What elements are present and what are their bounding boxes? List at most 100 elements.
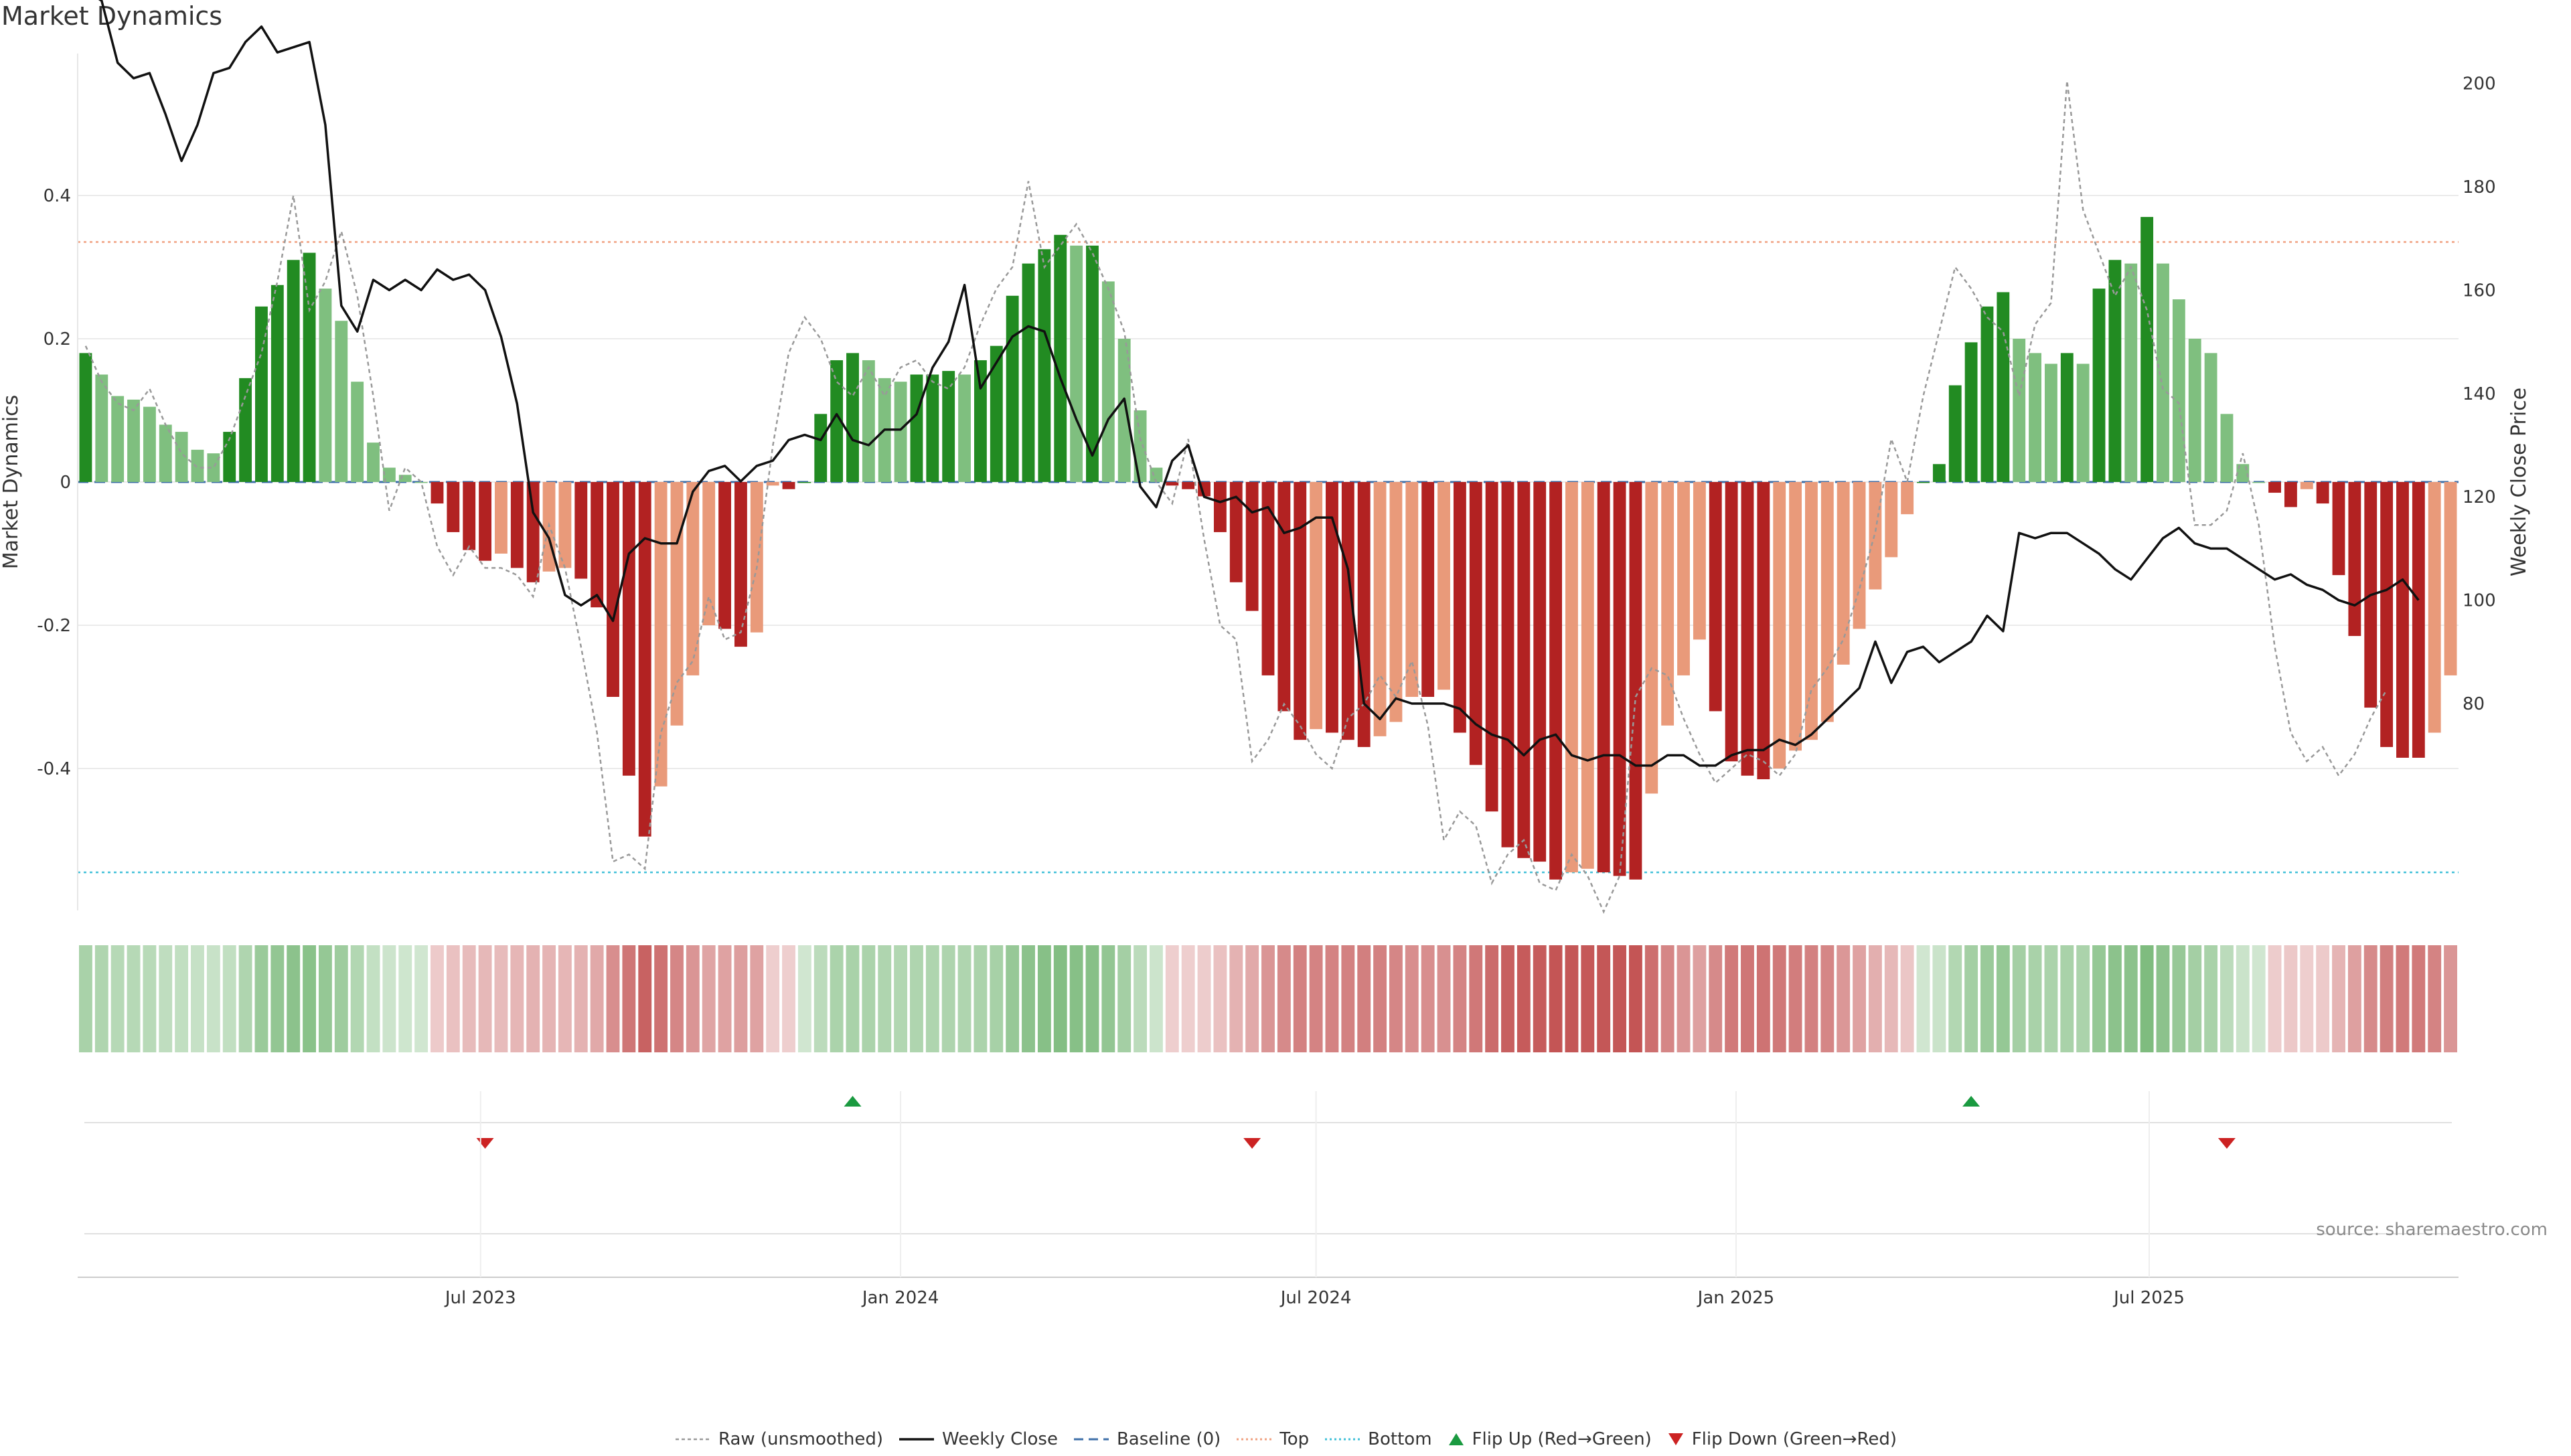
- regime-cell: [1373, 945, 1387, 1052]
- regime-cell: [1134, 945, 1148, 1052]
- bar: [894, 382, 907, 482]
- bar: [319, 289, 332, 482]
- bar: [1629, 482, 1642, 880]
- bar: [398, 475, 412, 482]
- bar: [942, 371, 955, 482]
- regime-cell: [159, 945, 173, 1052]
- regime-cell: [2060, 945, 2074, 1052]
- regime-cell: [1245, 945, 1259, 1052]
- regime-cell: [2124, 945, 2138, 1052]
- bar: [127, 399, 140, 482]
- bar: [2380, 482, 2394, 747]
- bar: [1245, 482, 1259, 611]
- bar: [1709, 482, 1722, 712]
- bar: [1661, 482, 1674, 726]
- bar: [1932, 464, 1946, 482]
- legend: Raw (unsmoothed) Weekly Close Baseline (…: [0, 1423, 2571, 1456]
- regime-cell: [1197, 945, 1211, 1052]
- regime-cell: [590, 945, 604, 1052]
- regime-cell: [1357, 945, 1371, 1052]
- bar: [1725, 482, 1738, 762]
- bar: [1022, 263, 1035, 482]
- regime-cell: [718, 945, 732, 1052]
- regime-cell: [1964, 945, 1978, 1052]
- regime-cell: [1453, 945, 1467, 1052]
- regime-cell: [1660, 945, 1674, 1052]
- bar: [1517, 482, 1531, 858]
- bar: [2412, 482, 2425, 758]
- bar: [766, 482, 779, 486]
- regime-cell: [206, 945, 220, 1052]
- regime-cell: [702, 945, 716, 1052]
- x-tick-label: Jul 2024: [1279, 1288, 1352, 1308]
- regime-cell: [2347, 945, 2361, 1052]
- regime-cell: [2140, 945, 2154, 1052]
- regime-cell: [2204, 945, 2218, 1052]
- bar: [2268, 482, 2281, 493]
- regime-cell: [813, 945, 828, 1052]
- bar: [1885, 482, 1898, 558]
- bar: [431, 482, 444, 504]
- bar: [1805, 482, 1818, 740]
- y-axis-label: Market Dynamics: [0, 395, 23, 570]
- regime-cell: [1868, 945, 1882, 1052]
- y-tick-label: 0.4: [44, 186, 71, 206]
- bar: [1693, 482, 1706, 640]
- raw-line: [84, 80, 2388, 914]
- legend-top: Top: [1235, 1429, 1309, 1449]
- regime-cell: [431, 945, 444, 1052]
- bar: [558, 482, 572, 568]
- bar: [463, 482, 476, 550]
- bar: [2284, 482, 2297, 507]
- bar: [414, 482, 428, 483]
- regime-cell: [542, 945, 556, 1052]
- bar: [750, 482, 763, 633]
- regime-cell: [127, 945, 141, 1052]
- regime-cell: [1389, 945, 1403, 1052]
- bar: [2124, 263, 2138, 482]
- bar: [1533, 482, 1547, 862]
- flip-down-icon: [1668, 1433, 1683, 1445]
- bar-series: [79, 217, 2457, 880]
- legend-flip-up-label: Flip Up (Red→Green): [1472, 1429, 1652, 1449]
- bar: [2316, 482, 2329, 504]
- regime-cell: [287, 945, 301, 1052]
- x-tick-label: Jul 2025: [2112, 1288, 2185, 1308]
- bar: [1789, 482, 1802, 751]
- bar: [607, 482, 619, 697]
- regime-cell: [2156, 945, 2170, 1052]
- bar: [2044, 363, 2057, 482]
- bar: [1294, 482, 1307, 740]
- regime-cell: [1996, 945, 2010, 1052]
- regime-cell: [414, 945, 428, 1052]
- regime-cell: [1853, 945, 1866, 1052]
- bar: [2332, 482, 2345, 576]
- regime-cell: [2444, 945, 2457, 1052]
- regime-cell: [750, 945, 764, 1052]
- regime-cell: [1022, 945, 1035, 1052]
- regime-cell: [2300, 945, 2314, 1052]
- regime-cell: [1485, 945, 1499, 1052]
- bar: [1006, 295, 1019, 482]
- regime-cell: [510, 945, 524, 1052]
- bar: [1150, 467, 1163, 482]
- regime-cell: [878, 945, 892, 1052]
- regime-cell: [1677, 945, 1691, 1052]
- regime-cell: [462, 945, 476, 1052]
- bar: [830, 360, 844, 482]
- bar: [973, 360, 987, 482]
- regime-cell: [1565, 945, 1579, 1052]
- regime-cell: [2428, 945, 2442, 1052]
- bar: [495, 482, 508, 554]
- regime-cell: [830, 945, 844, 1052]
- bar: [2108, 260, 2122, 482]
- bar: [1134, 410, 1147, 482]
- regime-cell: [910, 945, 923, 1052]
- regime-cell: [638, 945, 652, 1052]
- y2-tick-label: 160: [2463, 280, 2496, 301]
- bar: [2396, 482, 2409, 758]
- bar: [574, 482, 588, 579]
- regime-cell: [686, 945, 700, 1052]
- regime-cell: [143, 945, 157, 1052]
- regime-cell: [2252, 945, 2266, 1052]
